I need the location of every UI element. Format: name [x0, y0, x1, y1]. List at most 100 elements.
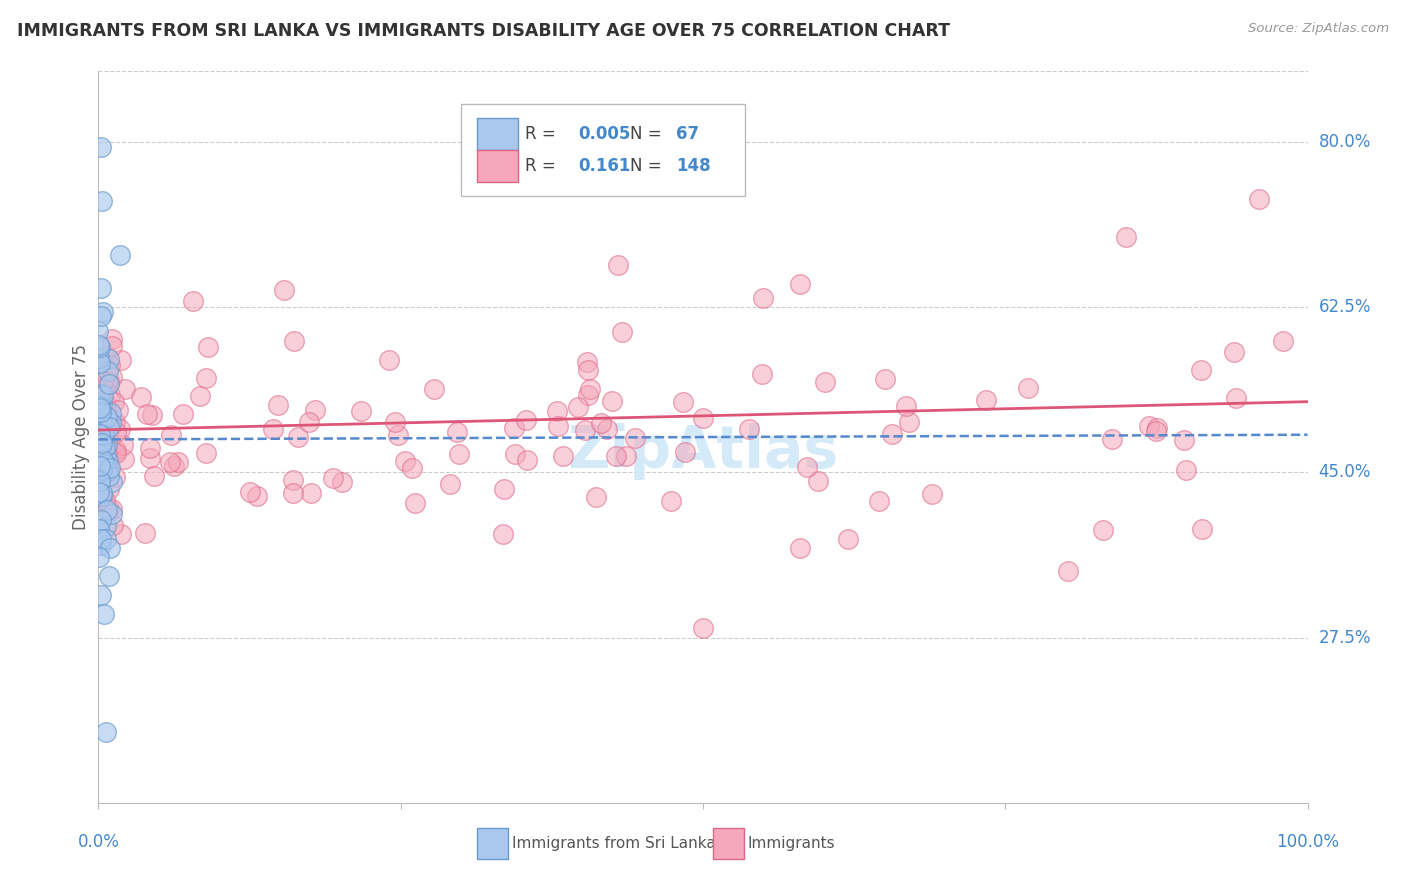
Point: [97, 364, 120, 378]
Point: [98, 461, 121, 475]
Point: [87, 338, 110, 352]
Point: [89, 448, 111, 462]
Point: [283, 334, 305, 348]
Point: [103, 470, 125, 484]
Point: [90, 538, 112, 552]
Point: [868, 493, 890, 508]
Point: [1091, 523, 1114, 537]
Text: 148: 148: [676, 157, 711, 175]
Point: [114, 383, 136, 397]
Point: [447, 447, 470, 461]
FancyBboxPatch shape: [477, 829, 509, 859]
Point: [98, 541, 121, 555]
Point: [101, 507, 124, 521]
Point: [567, 400, 589, 414]
FancyBboxPatch shape: [477, 150, 517, 182]
Point: [97, 420, 120, 434]
Point: [101, 339, 124, 353]
Point: [104, 446, 127, 460]
Point: [166, 455, 188, 469]
Point: [90, 490, 112, 504]
Point: [94, 440, 117, 454]
Point: [576, 388, 599, 402]
Point: [89, 474, 111, 488]
Point: [89, 448, 111, 462]
Point: [89, 340, 111, 354]
Point: [89, 470, 111, 484]
Point: [503, 447, 526, 461]
Point: [89, 401, 111, 415]
Point: [605, 449, 627, 463]
Point: [576, 363, 599, 377]
Point: [104, 415, 127, 429]
Point: [98, 376, 121, 390]
Point: [93, 429, 115, 443]
Point: [287, 430, 309, 444]
Point: [98, 351, 121, 366]
Point: [97, 464, 120, 478]
Point: [1191, 522, 1213, 536]
Point: [547, 419, 569, 434]
Point: [298, 415, 321, 429]
Point: [974, 392, 997, 407]
Point: [446, 425, 468, 439]
Point: [814, 375, 837, 389]
Text: 45.0%: 45.0%: [1319, 464, 1371, 482]
Point: [87, 356, 110, 370]
Point: [897, 415, 920, 429]
Point: [751, 368, 773, 382]
Point: [87, 550, 110, 565]
Point: [837, 532, 859, 546]
Point: [1173, 433, 1195, 447]
Point: [1146, 420, 1168, 434]
Point: [172, 408, 194, 422]
Point: [574, 423, 596, 437]
Point: [585, 490, 607, 504]
Point: [91, 374, 114, 388]
Point: [896, 399, 918, 413]
Point: [107, 402, 129, 417]
Point: [330, 475, 353, 489]
Point: [136, 408, 159, 422]
Point: [98, 469, 121, 483]
Point: [1115, 229, 1137, 244]
Point: [94, 457, 117, 471]
Point: [159, 427, 181, 442]
Point: [672, 395, 695, 409]
FancyBboxPatch shape: [477, 118, 517, 151]
Point: [575, 355, 598, 369]
Point: [589, 417, 612, 431]
Point: [103, 395, 125, 409]
Point: [110, 527, 132, 541]
Point: [159, 455, 181, 469]
Point: [659, 494, 682, 508]
Point: [607, 258, 630, 272]
Point: [612, 325, 634, 339]
Text: ZipAtlas: ZipAtlas: [568, 423, 838, 480]
Point: [90, 513, 112, 527]
Point: [246, 489, 269, 503]
Point: [112, 438, 135, 452]
Point: [90, 436, 112, 450]
Point: [90, 405, 112, 419]
Point: [1189, 363, 1212, 377]
Point: [94, 403, 117, 417]
Point: [90, 463, 112, 477]
Point: [89, 438, 111, 452]
Point: [114, 452, 136, 467]
Point: [93, 607, 115, 621]
Point: [624, 431, 647, 445]
Point: [384, 415, 406, 429]
Point: [273, 283, 295, 297]
Point: [299, 486, 322, 500]
Point: [100, 416, 122, 430]
Point: [90, 281, 112, 295]
Point: [378, 352, 401, 367]
Point: [96, 447, 118, 461]
Point: [1017, 381, 1039, 395]
Point: [492, 526, 515, 541]
Text: 80.0%: 80.0%: [1319, 133, 1371, 151]
Point: [89, 400, 111, 414]
Text: 0.005: 0.005: [578, 125, 631, 144]
Point: [921, 487, 943, 501]
